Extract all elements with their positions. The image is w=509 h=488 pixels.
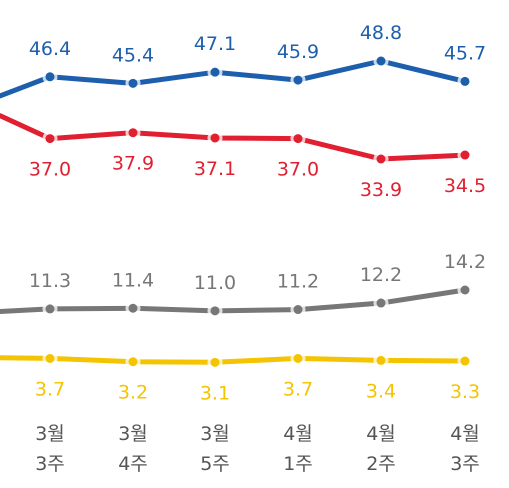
series-line-3 xyxy=(0,355,468,365)
data-point xyxy=(45,72,55,82)
data-label: 45.7 xyxy=(444,42,486,64)
series-line-1 xyxy=(0,113,468,162)
data-point xyxy=(460,76,470,86)
data-point xyxy=(376,154,386,164)
data-label: 37.0 xyxy=(277,159,319,181)
data-label: 11.2 xyxy=(277,271,319,293)
data-label: 11.0 xyxy=(194,272,236,294)
data-label: 45.4 xyxy=(112,44,154,66)
data-point xyxy=(128,357,138,367)
data-label: 3.1 xyxy=(200,382,230,404)
data-label: 37.9 xyxy=(112,153,154,175)
data-point xyxy=(45,353,55,363)
data-point xyxy=(210,67,220,77)
data-label: 12.2 xyxy=(360,264,402,286)
series-line-0 xyxy=(0,58,468,99)
data-point xyxy=(128,128,138,138)
x-tick-label: 4월 3주 xyxy=(450,423,480,475)
data-label: 11.4 xyxy=(112,269,154,291)
data-label: 45.9 xyxy=(277,41,319,63)
data-point xyxy=(210,133,220,143)
data-point xyxy=(376,56,386,66)
data-label: 48.8 xyxy=(360,22,402,44)
x-tick-label: 3월 4주 xyxy=(118,423,148,475)
data-point xyxy=(460,285,470,295)
data-point xyxy=(376,298,386,308)
data-point xyxy=(128,303,138,313)
data-point xyxy=(293,353,303,363)
data-label: 3.2 xyxy=(118,382,148,404)
data-label: 11.3 xyxy=(29,270,71,292)
data-label: 46.4 xyxy=(29,38,71,60)
x-tick-label: 4월 2주 xyxy=(366,423,396,475)
data-label: 14.2 xyxy=(444,251,486,273)
data-label: 47.1 xyxy=(194,33,236,55)
data-point xyxy=(460,356,470,366)
data-label: 3.7 xyxy=(283,378,313,400)
data-label: 3.7 xyxy=(35,378,65,400)
data-point xyxy=(460,150,470,160)
x-tick-label: 3월 5주 xyxy=(200,423,230,475)
data-point xyxy=(210,357,220,367)
data-label: 34.5 xyxy=(444,175,486,197)
data-point xyxy=(210,306,220,316)
data-label: 3.4 xyxy=(366,380,396,402)
data-point xyxy=(45,134,55,144)
data-label: 33.9 xyxy=(360,179,402,201)
data-point xyxy=(376,355,386,365)
data-point xyxy=(293,305,303,315)
data-label: 37.1 xyxy=(194,158,236,180)
data-label: 3.3 xyxy=(450,381,480,403)
x-tick-label: 3월 3주 xyxy=(35,423,65,475)
x-tick-label: 4월 1주 xyxy=(283,423,313,475)
data-label: 37.0 xyxy=(29,159,71,181)
data-point xyxy=(293,75,303,85)
data-point xyxy=(293,134,303,144)
data-point xyxy=(128,78,138,88)
data-point xyxy=(45,304,55,314)
